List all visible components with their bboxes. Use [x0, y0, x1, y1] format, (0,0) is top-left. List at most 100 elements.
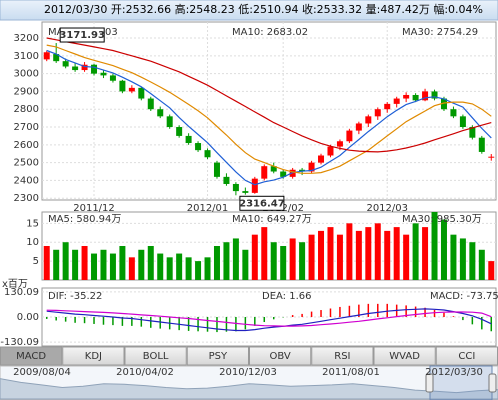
candle-body: [157, 109, 164, 117]
volume-bar: [478, 249, 485, 280]
volume-bar: [318, 230, 325, 280]
volume-bar: [422, 227, 429, 280]
candle-body: [327, 146, 334, 156]
candle-body: [450, 109, 457, 117]
overview-selection[interactable]: [429, 365, 493, 400]
candle-body: [43, 52, 50, 60]
candle-body: [204, 150, 211, 158]
volume-bar: [204, 257, 211, 280]
tab-label[interactable]: MACD: [16, 351, 46, 362]
tab-label[interactable]: OBV: [269, 351, 290, 362]
volume-bar: [308, 234, 315, 280]
overview-date: 2009/08/04: [13, 367, 71, 378]
candle-body: [270, 166, 277, 172]
tab-label[interactable]: BOLL: [143, 351, 169, 362]
tab[interactable]: [373, 346, 436, 366]
y-tick-label: 5: [33, 256, 39, 267]
candle-body: [138, 87, 145, 99]
volume-bar: [100, 249, 107, 280]
tab[interactable]: [124, 346, 187, 366]
volume-bar: [459, 238, 466, 280]
candle-body: [81, 64, 88, 71]
candle-body: [280, 171, 287, 177]
price-panel: [41, 21, 497, 201]
volume-bar: [336, 234, 343, 280]
header-bar: [0, 0, 498, 21]
volume-bar: [119, 246, 126, 280]
candle-body: [100, 72, 107, 76]
candle-body: [72, 66, 79, 71]
tab[interactable]: [0, 346, 63, 366]
tab-label[interactable]: KDJ: [85, 351, 102, 362]
volume-bar: [488, 261, 495, 280]
overview-handle[interactable]: [425, 373, 434, 393]
extreme-label: 2316.47: [239, 198, 285, 209]
tab[interactable]: [186, 346, 249, 366]
candle-body: [185, 135, 192, 144]
volume-bar: [53, 249, 60, 280]
volume-bar: [299, 242, 306, 280]
candle-body: [488, 156, 495, 158]
volume-bar: [138, 249, 145, 280]
candle-body: [251, 178, 258, 193]
volume-bar: [261, 227, 268, 280]
volume-bar: [270, 242, 277, 280]
legend-entry: MACD: -73.75: [430, 291, 498, 302]
unit-label: x百万: [2, 278, 28, 290]
tab-label[interactable]: RSI: [334, 351, 350, 362]
tab-label[interactable]: WVAD: [389, 351, 420, 362]
candle-body: [128, 87, 135, 92]
candle-body: [346, 130, 353, 142]
volume-bar: [232, 238, 239, 280]
volume-bar: [327, 227, 334, 280]
candle-body: [355, 123, 362, 131]
volume-bar: [431, 212, 438, 280]
volume-bar: [72, 249, 79, 280]
extreme-box: [239, 195, 285, 211]
macd-line: [46, 309, 492, 327]
y-tick-label: 2700: [14, 122, 39, 133]
candle-body: [412, 94, 419, 101]
y-tick-label: 10: [26, 237, 39, 248]
candle-body: [459, 116, 466, 128]
volume-bar: [412, 223, 419, 280]
candle-body: [176, 127, 183, 136]
y-tick-label: 2800: [14, 104, 39, 115]
candle-body: [195, 143, 202, 151]
candle-body: [431, 91, 438, 99]
volume-bar: [242, 249, 249, 280]
volume-bar: [280, 246, 287, 280]
volume-bar: [469, 242, 476, 280]
legend-entry: MA30: 2754.29: [402, 27, 478, 38]
volume-bar: [393, 227, 400, 280]
overview-date: 2010/12/03: [219, 367, 277, 378]
tab[interactable]: [249, 346, 312, 366]
volume-bar: [157, 253, 164, 280]
tab-label[interactable]: PSY: [209, 351, 228, 362]
volume-bar: [43, 246, 50, 280]
volume-bar: [355, 230, 362, 280]
overview-handle[interactable]: [488, 373, 497, 393]
overview-area: [0, 378, 498, 400]
candle-body: [261, 166, 268, 179]
candle-body: [393, 98, 400, 104]
legend-entry: MA10: 2683.02: [232, 27, 308, 38]
volume-bar: [109, 253, 116, 280]
candle-body: [289, 169, 296, 177]
tab[interactable]: [311, 346, 374, 366]
volume-bar: [440, 219, 447, 280]
y-tick-label: 2600: [14, 140, 39, 151]
y-tick-label: 2500: [14, 158, 39, 169]
candle-body: [91, 64, 98, 74]
ma-line: [46, 44, 492, 174]
x-tick-label: 2012/01: [187, 203, 229, 214]
candle-body: [384, 103, 391, 110]
legend-entry: MA30: 985.30万: [402, 214, 482, 225]
y-tick-label: 0.00: [17, 312, 39, 323]
tab[interactable]: [62, 346, 125, 366]
tab-label[interactable]: CCI: [458, 351, 475, 362]
ma-line: [46, 37, 492, 153]
overview-date: 2012/03/30: [425, 367, 483, 378]
y-tick-label: 2300: [14, 193, 39, 204]
legend-entry: MA10: 649.27万: [232, 214, 312, 225]
